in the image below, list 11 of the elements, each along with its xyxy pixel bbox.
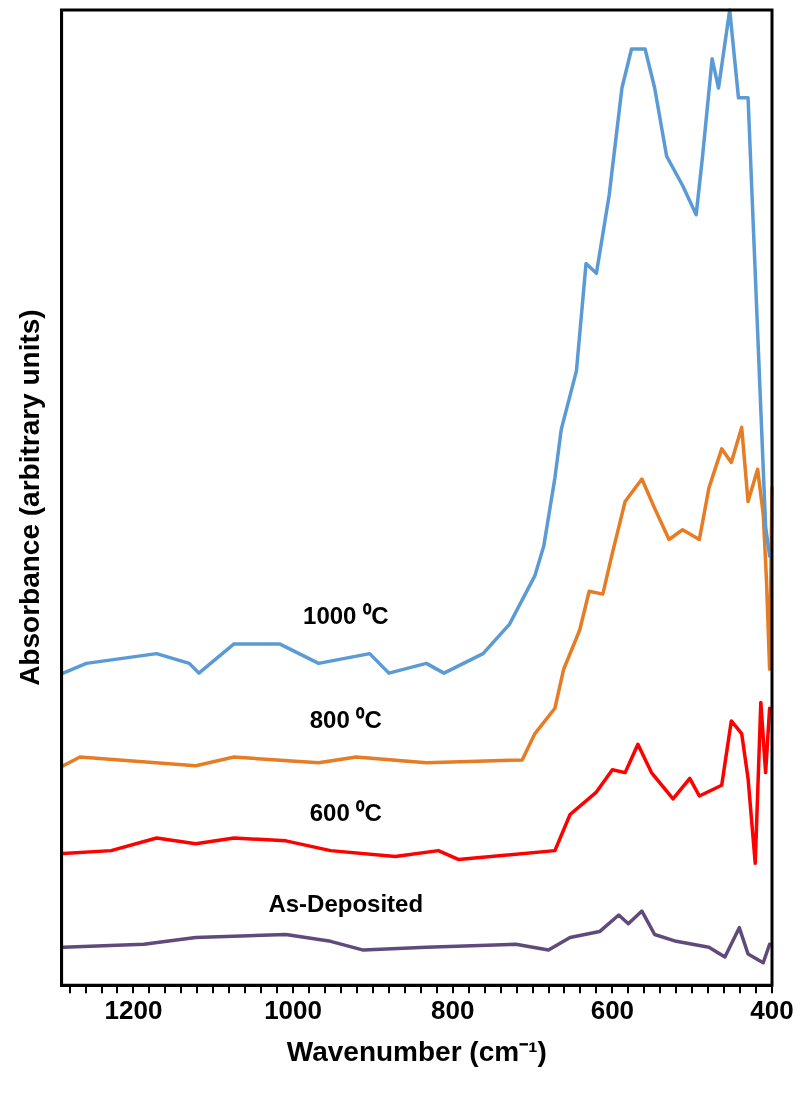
x-tick-label: 600: [590, 994, 635, 1025]
x-tick-label: 1200: [104, 994, 163, 1025]
x-tick-label: 1000: [264, 994, 322, 1025]
x-tick-label: 400: [750, 994, 794, 1025]
x-axis-title: Wavenumber (cm⁻¹): [286, 1035, 547, 1067]
y-axis-title: Absorbance (arbitrary units): [13, 309, 45, 686]
series-label: 1000 ⁰C: [303, 602, 389, 630]
series-label: As-Deposited: [268, 889, 424, 917]
x-tick-label: 800: [431, 994, 475, 1025]
series-label: 800 ⁰C: [309, 705, 382, 733]
series-label: 600 ⁰C: [309, 799, 382, 827]
